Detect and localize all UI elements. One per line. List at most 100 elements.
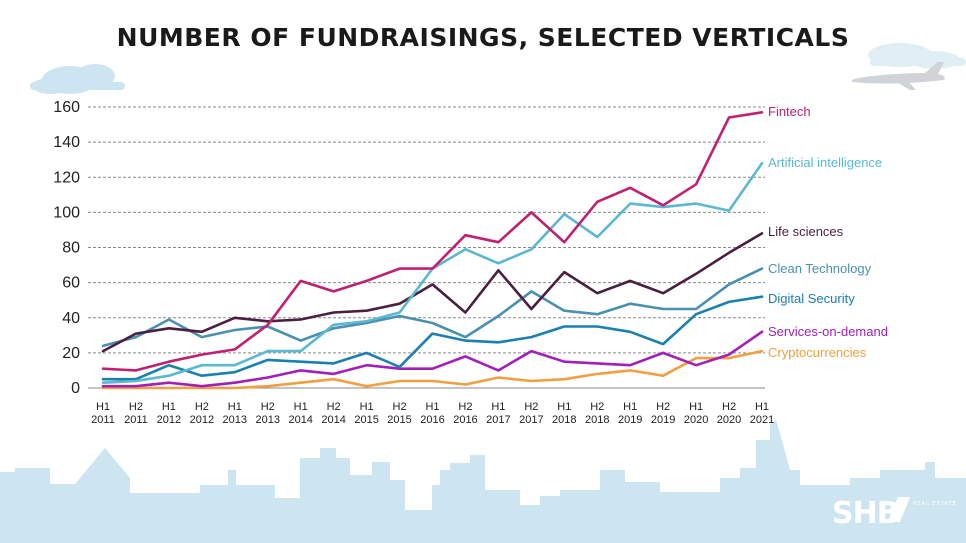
x-tick-year: 2019	[651, 414, 675, 426]
x-tick-year: 2017	[519, 414, 543, 426]
y-tick-label: 80	[62, 240, 80, 257]
x-tick-half: H1	[491, 401, 505, 413]
y-tick-label: 140	[53, 134, 80, 151]
x-tick-year: 2012	[157, 414, 181, 426]
series-line-clean-technology	[101, 267, 764, 348]
x-tick-label: H2 2015	[387, 401, 411, 426]
x-tick-year: 2020	[717, 414, 741, 426]
grid-lines	[88, 106, 765, 389]
series-label-clean-technology: Clean Technology	[768, 261, 872, 276]
cloud-left-icon	[30, 64, 125, 94]
x-tick-label: H2 2013	[256, 401, 280, 426]
y-tick-label: 160	[53, 99, 80, 116]
x-tick-half: H2	[261, 401, 275, 413]
x-tick-label: H1 2016	[420, 401, 444, 426]
y-tick-label: 40	[62, 310, 80, 327]
x-tick-label: H2 2019	[651, 401, 675, 426]
x-tick-half: H2	[129, 401, 143, 413]
x-tick-half: H1	[425, 401, 439, 413]
x-tick-year: 2015	[354, 414, 378, 426]
y-tick-label: 100	[53, 204, 80, 221]
x-tick-half: H1	[96, 401, 110, 413]
x-tick-year: 2011	[91, 414, 115, 426]
x-tick-label: H2 2018	[585, 401, 609, 426]
skyline-illustration	[0, 420, 966, 543]
x-tick-half: H1	[755, 401, 769, 413]
x-tick-half: H1	[557, 401, 571, 413]
x-tick-year: 2016	[420, 414, 444, 426]
x-tick-half: H1	[360, 401, 374, 413]
series-label-life-sciences: Life sciences	[768, 224, 844, 239]
x-tick-half: H1	[228, 401, 242, 413]
x-tick-label: H2 2012	[190, 401, 214, 426]
x-tick-year: 2013	[223, 414, 247, 426]
x-tick-half: H2	[458, 401, 472, 413]
x-tick-label: H2 2017	[519, 401, 543, 426]
y-tick-label: 120	[53, 169, 80, 186]
airplane-icon	[852, 62, 945, 90]
x-tick-half: H1	[294, 401, 308, 413]
x-tick-label: H2 2020	[717, 401, 741, 426]
x-tick-label: H1 2019	[618, 401, 642, 426]
series-line-life-sciences	[101, 232, 764, 353]
x-tick-half: H2	[590, 401, 604, 413]
brand-tagline: REAL ESTATE	[913, 501, 957, 507]
x-tick-label: H1 2014	[288, 401, 312, 426]
brand-logo: SHB REAL ESTATE	[832, 496, 957, 531]
series-label-services-on-demand: Services-on-demand	[768, 324, 888, 339]
x-tick-label: H1 2012	[157, 401, 181, 426]
x-tick-half: H1	[623, 401, 637, 413]
x-tick-half: H1	[162, 401, 176, 413]
x-tick-year: 2012	[190, 414, 214, 426]
series-label-artificial-intelligence: Artificial intelligence	[768, 155, 882, 170]
x-tick-half: H2	[722, 401, 736, 413]
x-tick-half: H2	[327, 401, 341, 413]
series-labels: Cryptocurrencies Services-on-demand Digita…	[768, 104, 888, 360]
x-tick-half: H2	[524, 401, 538, 413]
x-tick-label: H1 2013	[223, 401, 247, 426]
x-tick-label: H1 2011	[91, 401, 115, 426]
x-tick-year: 2014	[321, 414, 345, 426]
series-label-digital-security: Digital Security	[768, 291, 855, 306]
series-line-digital-security	[101, 295, 764, 381]
series-label-cryptocurrencies: Cryptocurrencies	[768, 345, 867, 360]
x-tick-year: 2013	[256, 414, 280, 426]
x-tick-year: 2015	[387, 414, 411, 426]
brand-name: SHB	[832, 496, 899, 531]
x-tick-year: 2018	[585, 414, 609, 426]
x-tick-label: H2 2011	[124, 401, 148, 426]
x-tick-year: 2016	[453, 414, 477, 426]
series-label-fintech: Fintech	[768, 104, 811, 119]
y-tick-label: 0	[71, 380, 80, 397]
x-tick-year: 2018	[552, 414, 576, 426]
x-tick-year: 2017	[486, 414, 510, 426]
x-tick-year: 2021	[750, 414, 774, 426]
series-lines	[101, 111, 764, 390]
x-tick-label: H1 2020	[684, 401, 708, 426]
x-tick-half: H1	[689, 401, 703, 413]
x-tick-label: H1 2021	[750, 401, 774, 426]
series-line-cryptocurrencies	[101, 349, 764, 390]
cloud-right-icon	[868, 43, 966, 69]
x-tick-half: H2	[393, 401, 407, 413]
x-tick-label: H1 2015	[354, 401, 378, 426]
x-tick-label: H1 2018	[552, 401, 576, 426]
chart-title: NUMBER OF FUNDRAISINGS, SELECTED VERTICA…	[117, 23, 850, 52]
x-tick-year: 2014	[288, 414, 312, 426]
y-axis: 0 20 40 60 80 100 120 140 160	[53, 99, 80, 397]
y-tick-label: 20	[62, 345, 80, 362]
x-tick-half: H2	[195, 401, 209, 413]
x-tick-label: H1 2017	[486, 401, 510, 426]
x-tick-label: H2 2014	[321, 401, 345, 426]
series-line-fintech	[101, 111, 764, 372]
series-line-artificial-intelligence	[101, 161, 764, 385]
x-tick-year: 2020	[684, 414, 708, 426]
y-tick-label: 60	[62, 275, 80, 292]
x-tick-half: H2	[656, 401, 670, 413]
x-tick-year: 2019	[618, 414, 642, 426]
x-tick-label: H2 2016	[453, 401, 477, 426]
series-line-services-on-demand	[101, 330, 764, 388]
x-tick-year: 2011	[124, 414, 148, 426]
